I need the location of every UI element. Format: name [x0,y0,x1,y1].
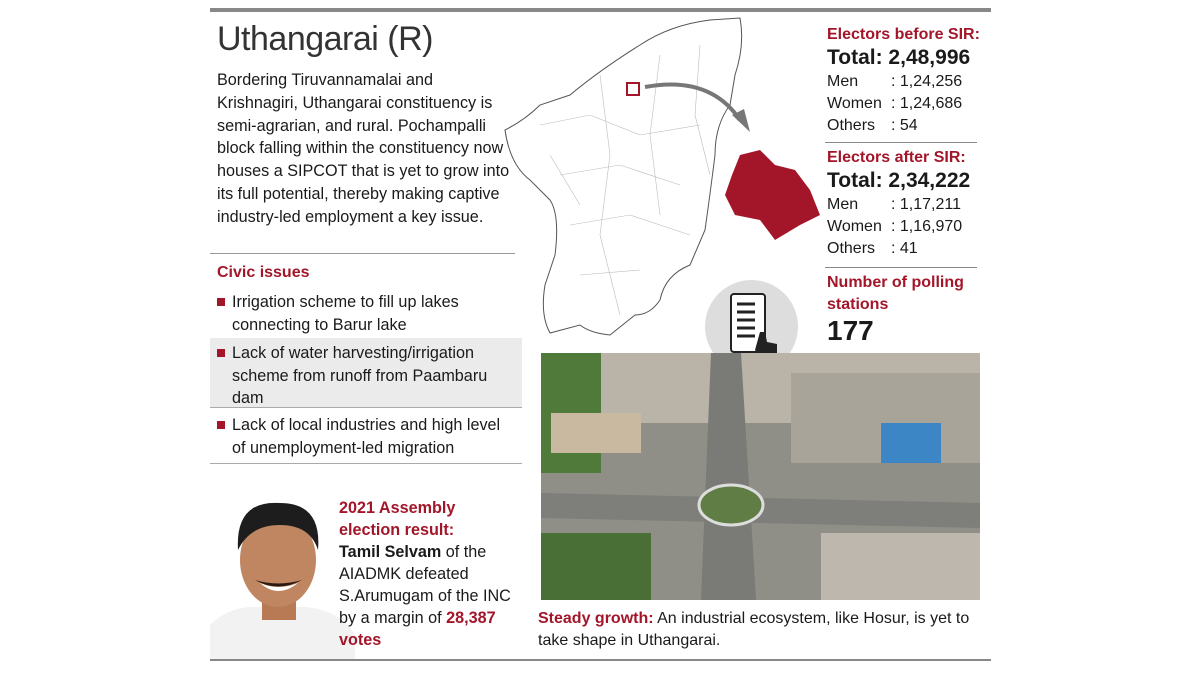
tamil-nadu-map [504,17,750,336]
electors-after: Electors after SIR: Total: 2,34,222 Men:… [827,149,992,260]
stat-row: Others: 54 [827,117,918,134]
winner-name: Tamil Selvam [339,543,442,561]
page-title: Uthangarai (R) [217,20,433,58]
votes-label: votes [339,631,382,649]
civic-issues-heading: Civic issues [217,264,310,281]
aerial-photo [541,353,980,600]
divider [825,267,977,268]
bullet-icon [217,298,225,306]
constituency-map [725,150,820,240]
bullet-icon [217,421,225,429]
margin-value: 28,387 [446,609,496,627]
after-total: Total: 2,34,222 [827,169,971,192]
polling-heading: Number of polling stations [827,274,964,313]
result-heading: 2021 Assembly election result: [339,499,456,539]
polling-value: 177 [827,315,874,346]
stat-row: Women: 1,16,970 [827,218,963,235]
stat-row: Others: 41 [827,240,918,257]
divider [825,142,977,143]
polling-stations: Number of polling stations 177 [827,272,967,346]
electors-before: Electors before SIR: Total: 2,48,996 Men… [827,26,992,137]
intro-text: Bordering Tiruvannamalai and Krishnagiri… [217,71,510,226]
stat-row: Men: 1,17,211 [827,196,961,213]
result-text: of the AIADMK defeated S.Arumugam of the… [339,543,511,627]
after-heading: Electors after SIR: [827,149,966,166]
election-result: 2021 Assembly election result: Tamil Sel… [339,497,519,651]
before-heading: Electors before SIR: [827,26,980,43]
top-rule [210,8,991,12]
stat-row: Men: 1,24,256 [827,73,963,90]
civic-issue: Lack of water harvesting/irrigation sche… [210,338,522,408]
civic-issue: Lack of local industries and high level … [210,410,522,464]
candidate-photo [210,502,355,660]
civic-issue: Irrigation scheme to fill up lakes conne… [210,287,522,341]
divider [210,253,515,254]
stat-row: Women: 1,24,686 [827,95,963,112]
bullet-icon [217,349,225,357]
before-total: Total: 2,48,996 [827,46,971,69]
photo-caption: Steady growth: An industrial ecosystem, … [538,610,970,649]
bottom-rule [210,659,991,661]
